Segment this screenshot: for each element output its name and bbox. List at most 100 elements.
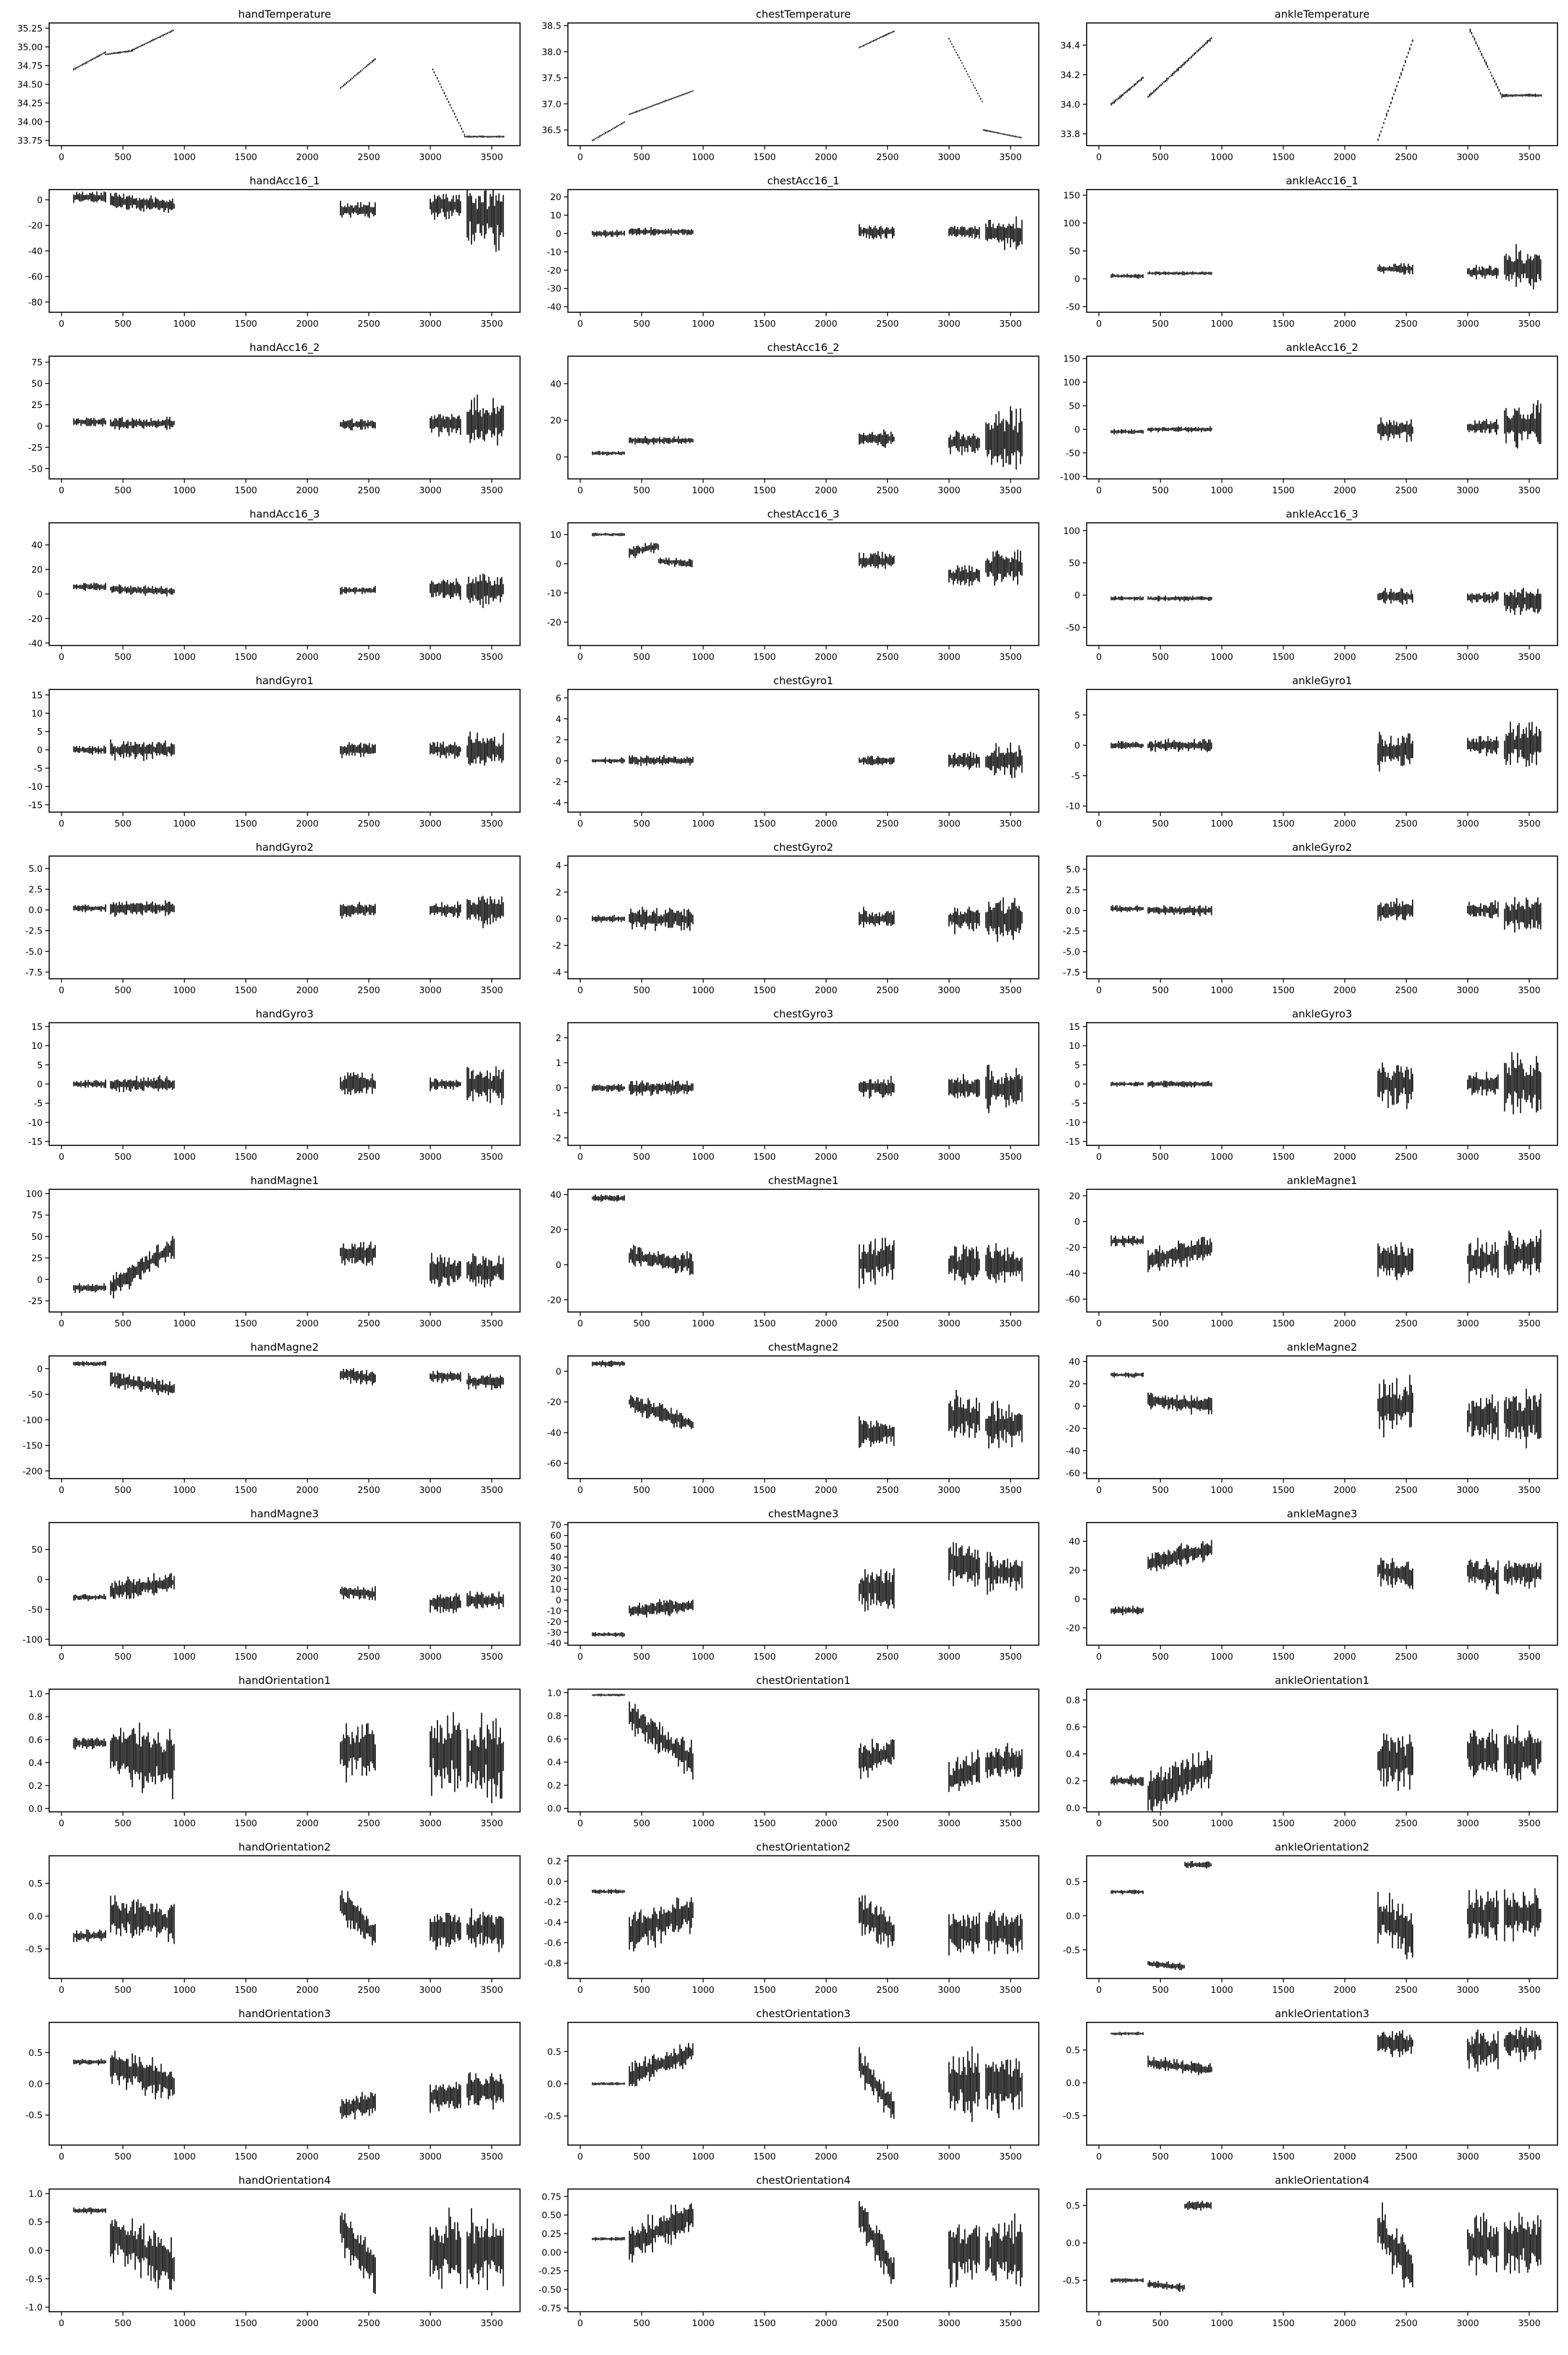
ankle-gyro3-segment-3 (1378, 1063, 1413, 1109)
hand-orientation4-ytick-label: 0.0 (29, 2246, 43, 2257)
hand-acc16-2-xtick-label: 3000 (419, 485, 441, 496)
hand-gyro1-title: handGyro1 (256, 674, 313, 687)
hand-gyro3-ytick-label: 15 (31, 1022, 43, 1033)
chest-acc16-2-segment-4 (949, 431, 979, 455)
ankle-magne1-ytick-label: -40 (1066, 1269, 1080, 1279)
ankle-magne2-segment-4 (1468, 1395, 1498, 1439)
ankle-orientation3-segment-1 (1112, 2032, 1143, 2035)
chest-gyro2-xtick-label: 0 (577, 985, 583, 996)
ankle-orientation3-segment-3 (1378, 2030, 1413, 2057)
ankle-gyro3-segment-4 (1468, 1072, 1498, 1095)
hand-acc16-1-segment-5 (467, 187, 503, 251)
ankle-orientation4-segment-2 (1148, 2281, 1184, 2292)
ankle-gyro1-ytick-label: 5 (1074, 710, 1080, 721)
chest-acc16-3-xtick-label: 0 (577, 652, 583, 663)
ankle-orientation4-xtick-label: 2000 (1334, 2318, 1356, 2329)
chest-orientation4-segment-4 (949, 2225, 979, 2287)
hand-gyro2-xtick-label: 3000 (419, 985, 441, 996)
ankle-acc16-3-xtick-label: 500 (1152, 652, 1169, 663)
chest-orientation1-ytick-label: 0.8 (548, 1711, 561, 1722)
ankle-magne3-xtick-label: 500 (1152, 1652, 1169, 1662)
ankle-temperature-xtick-label: 1000 (1211, 152, 1233, 163)
ankle-orientation2-segment-2 (1148, 1961, 1184, 1969)
hand-acc16-1-xtick-label: 0 (58, 319, 64, 329)
hand-temperature-segment-3 (133, 30, 174, 51)
chest-orientation1-points (593, 1694, 1022, 1792)
ankle-gyro2-segment-2 (1148, 906, 1212, 916)
ankle-acc16-3-title: ankleAcc16_3 (1286, 508, 1358, 521)
ankle-orientation1-ytick-label: 0.8 (1066, 1695, 1080, 1706)
chest-magne1-segment-1 (593, 1195, 624, 1202)
chest-acc16-3-xtick-label: 3500 (999, 652, 1022, 663)
hand-magne3-xtick-label: 0 (58, 1652, 64, 1662)
hand-magne3-title: handMagne3 (251, 1507, 319, 1520)
chest-acc16-2-segment-2 (630, 436, 693, 444)
hand-magne3-segment-5 (467, 1591, 503, 1609)
ankle-orientation1-ytick-label: 0.4 (1066, 1750, 1080, 1760)
hand-orientation4-points (74, 2208, 504, 2294)
hand-acc16-2-segment-3 (340, 419, 375, 430)
chest-acc16-1-ytick-label: 10 (550, 211, 561, 221)
hand-orientation2-xtick-label: 1500 (235, 1985, 257, 1996)
ankle-temperature-ytick-label: 34.0 (1060, 100, 1080, 110)
chest-gyro2-points (593, 898, 1022, 941)
ankle-temperature-xtick-label: 2000 (1334, 152, 1356, 163)
chest-orientation2-segment-2 (630, 1898, 693, 1951)
chest-gyro3-points (593, 1065, 1022, 1113)
hand-acc16-2-xtick-label: 0 (58, 485, 64, 496)
ankle-gyro3-ytick-label: -10 (1066, 1118, 1080, 1128)
chest-acc16-3-segment-4 (859, 552, 894, 569)
ankle-magne1-segment-4 (1468, 1238, 1498, 1282)
chest-gyro1-ytick-label: -4 (553, 798, 561, 809)
hand-gyro2-xtick-label: 3500 (481, 985, 503, 996)
ankle-acc16-2-ytick-label: -100 (1060, 472, 1080, 482)
ankle-gyro3-segment-2 (1148, 1081, 1212, 1088)
ankle-acc16-1-ytick-label: 50 (1069, 247, 1080, 257)
ankle-orientation2-segment-1 (1112, 1890, 1143, 1894)
ankle-temperature-points (1112, 29, 1542, 140)
chest-gyro2-xtick-label: 2000 (815, 985, 837, 996)
chest-orientation3-ytick-label: 0.5 (548, 2047, 561, 2057)
panel-chest-magne1: chestMagne10 500 1000 1500 2000 2500 3000 3500-… (547, 1174, 1039, 1329)
ankle-temperature-xtick-label: 500 (1152, 152, 1169, 163)
ankle-magne2-xtick-label: 2500 (1395, 1485, 1417, 1496)
chest-acc16-2-xtick-label: 1500 (754, 485, 776, 496)
ankle-orientation2-segment-3 (1185, 1862, 1211, 1868)
ankle-magne1-xtick-label: 0 (1096, 1319, 1102, 1329)
ankle-orientation4-ytick-label: 0.5 (1066, 2201, 1080, 2211)
chest-orientation1-segment-2 (630, 1702, 693, 1780)
chest-magne1-xtick-label: 1500 (754, 1319, 776, 1329)
ankle-gyro3-title: ankleGyro3 (1292, 1008, 1352, 1020)
chest-orientation1-xtick-label: 0 (577, 1818, 583, 1829)
hand-magne3-segment-3 (340, 1587, 375, 1600)
ankle-orientation2-ytick-label: 0.0 (1066, 1911, 1080, 1921)
chest-gyro3-segment-1 (593, 1084, 624, 1092)
chest-orientation4-xtick-label: 3500 (999, 2318, 1022, 2329)
chest-gyro2-ytick-label: 4 (555, 861, 561, 871)
ankle-orientation3-xtick-label: 500 (1152, 2152, 1169, 2162)
hand-temperature-segment-1 (74, 52, 106, 70)
chest-magne3-ytick-label: 60 (550, 1531, 561, 1542)
ankle-acc16-2-axes (1087, 356, 1558, 479)
chest-magne1-xtick-label: 500 (633, 1319, 651, 1329)
ankle-magne1-xtick-label: 2000 (1334, 1319, 1356, 1329)
chest-orientation1-ytick-label: 0.6 (548, 1734, 561, 1745)
hand-magne2-segment-3 (340, 1368, 375, 1385)
hand-acc16-2-ytick-label: -25 (28, 443, 43, 453)
ankle-magne1-segment-1 (1112, 1236, 1143, 1246)
ankle-acc16-2-segment-4 (1468, 419, 1498, 434)
hand-orientation2-xtick-label: 3000 (419, 1985, 441, 1996)
chest-temperature-xtick-label: 2000 (815, 152, 837, 163)
hand-acc16-1-ytick-label: -40 (28, 247, 43, 257)
ankle-gyro3-ytick-label: 5 (1074, 1060, 1080, 1071)
chest-gyro3-xtick-label: 3500 (999, 1152, 1022, 1162)
ankle-acc16-2-xtick-label: 0 (1096, 485, 1102, 496)
hand-temperature-xtick-label: 1000 (173, 152, 195, 163)
ankle-gyro2-segment-4 (1468, 901, 1498, 918)
chest-gyro1-xtick-label: 2000 (815, 819, 837, 829)
hand-orientation1-points (74, 1713, 504, 1803)
hand-gyro1-xtick-label: 1500 (235, 819, 257, 829)
chest-orientation1-ytick-label: 0.0 (548, 1804, 561, 1814)
hand-acc16-2-xtick-label: 1000 (173, 485, 195, 496)
hand-gyro3-xtick-label: 2000 (296, 1152, 319, 1162)
